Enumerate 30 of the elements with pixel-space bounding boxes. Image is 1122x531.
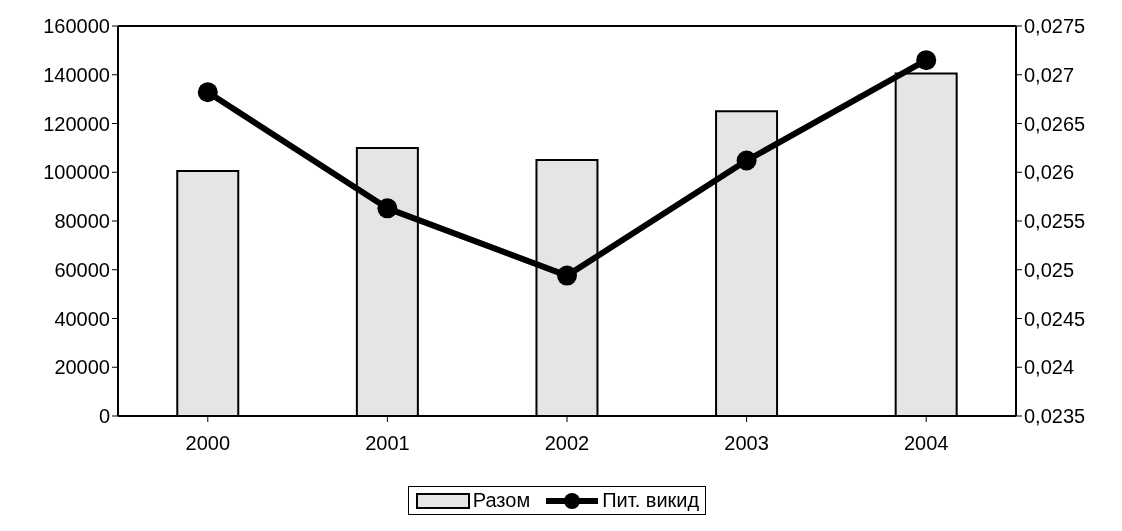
y2-tick-label: 0,0245 [1024, 307, 1086, 330]
y2-tick-label: 0,0265 [1024, 112, 1086, 135]
y-tick-label: 120000 [43, 112, 110, 135]
y2-tick-label: 0,027 [1024, 63, 1075, 86]
y-tick-label: 100000 [43, 161, 110, 184]
x-tick-label: 2004 [903, 432, 949, 455]
y2-tick-label: 0,025 [1024, 258, 1075, 281]
y-tick-label: 80000 [54, 210, 110, 233]
y-tick-label: 0 [98, 405, 110, 428]
y-tick-label: 160000 [43, 15, 110, 38]
point [916, 50, 937, 71]
x-tick-label: 2000 [185, 432, 231, 455]
y-tick-label: 40000 [54, 307, 110, 330]
y-tick-label: 20000 [54, 356, 110, 379]
y-tick-label: 140000 [43, 63, 110, 86]
y2-tick-label: 0,0255 [1024, 210, 1086, 233]
point [377, 198, 398, 219]
legend-label: Пит. викид [602, 489, 700, 512]
point [736, 150, 757, 171]
point [197, 82, 218, 103]
y2-tick-label: 0,0275 [1024, 15, 1086, 38]
y2-tick-label: 0,024 [1024, 356, 1075, 379]
y-tick-label: 60000 [54, 258, 110, 281]
x-tick-label: 2001 [365, 432, 410, 455]
y2-tick-label: 0,0235 [1024, 405, 1086, 428]
point [557, 265, 577, 286]
x-tick-label: 2003 [724, 432, 769, 455]
x-tick-label: 2002 [544, 432, 590, 455]
y2-tick-label: 0,026 [1024, 161, 1075, 184]
legend-label: Разом [472, 489, 531, 512]
